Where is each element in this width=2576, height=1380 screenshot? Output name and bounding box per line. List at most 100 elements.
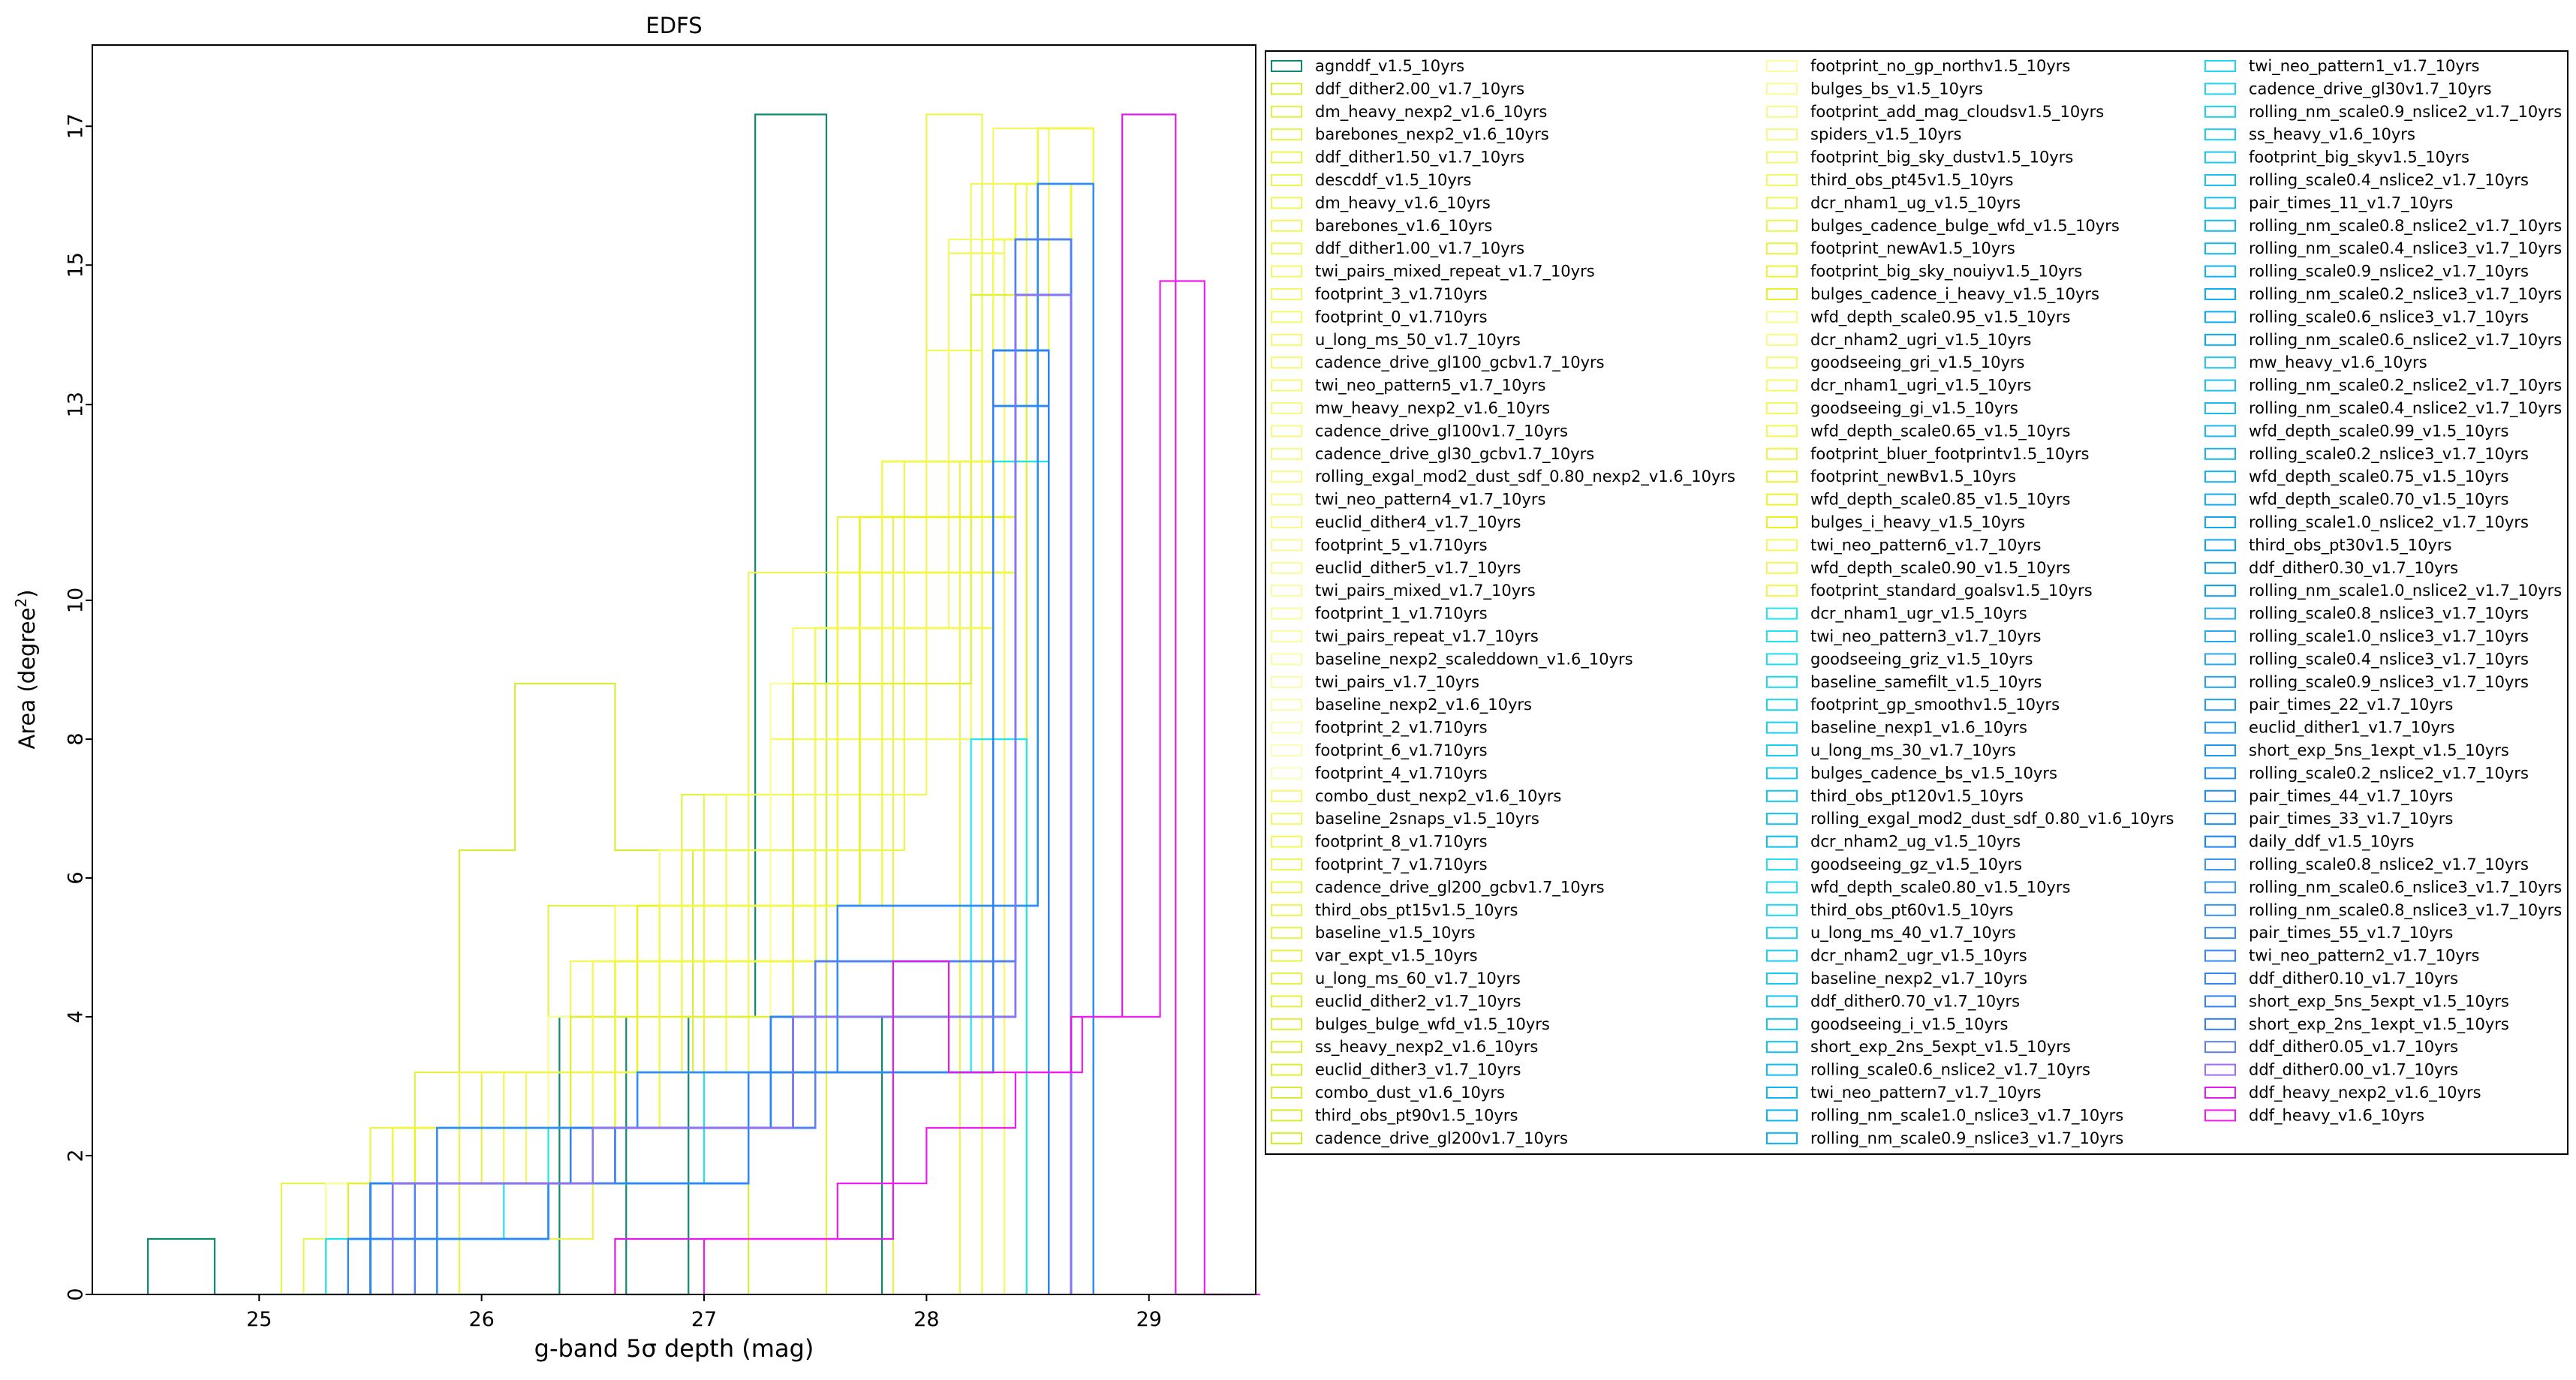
legend-swatch: [2204, 379, 2236, 392]
legend-swatch: [2204, 356, 2236, 369]
legend-label: pair_times_55_v1.7_10yrs: [2249, 924, 2453, 943]
legend-label: combo_dust_nexp2_v1.6_10yrs: [1315, 787, 1561, 806]
legend-label: footprint_1_v1.710yrs: [1315, 605, 1488, 624]
legend-label: mw_heavy_nexp2_v1.6_10yrs: [1315, 399, 1550, 418]
legend-swatch: [1271, 539, 1302, 552]
legend-label: wfd_depth_scale0.90_v1.5_10yrs: [1810, 559, 2070, 578]
legend-label: wfd_depth_scale0.99_v1.5_10yrs: [2249, 422, 2508, 440]
legend-label: third_obs_pt15v1.5_10yrs: [1315, 901, 1518, 920]
legend-swatch: [1766, 402, 1798, 414]
legend-swatch: [1766, 927, 1798, 940]
legend-swatch: [1271, 767, 1302, 780]
legend-swatch: [1766, 174, 1798, 186]
legend-swatch: [1271, 973, 1302, 985]
legend-swatch: [1271, 402, 1302, 414]
legend-label: ddf_dither1.00_v1.7_10yrs: [1315, 239, 1524, 258]
legend-label: euclid_dither5_v1.7_10yrs: [1315, 559, 1521, 578]
legend-label: wfd_depth_scale0.75_v1.5_10yrs: [2249, 468, 2508, 486]
legend-label: baseline_2snaps_v1.5_10yrs: [1315, 810, 1539, 828]
legend-label: wfd_depth_scale0.95_v1.5_10yrs: [1810, 308, 2070, 326]
y-tick-label: 10: [65, 588, 88, 613]
legend-swatch: [2204, 585, 2236, 597]
legend-label: footprint_0_v1.710yrs: [1315, 308, 1488, 326]
legend-swatch: [1271, 425, 1302, 437]
legend-swatch: [1271, 721, 1302, 734]
legend-label: twi_neo_pattern1_v1.7_10yrs: [2249, 57, 2479, 76]
legend-swatch: [1766, 516, 1798, 528]
legend-swatch: [1271, 311, 1302, 323]
legend-swatch: [2204, 447, 2236, 460]
legend-swatch: [1271, 471, 1302, 483]
legend-label: ddf_heavy_v1.6_10yrs: [2249, 1106, 2424, 1125]
legend-label: cadence_drive_gl100v1.7_10yrs: [1315, 422, 1568, 440]
legend-label: footprint_big_sky_nouiyv1.5_10yrs: [1810, 263, 2082, 281]
legend-swatch: [1271, 493, 1302, 506]
x-tick-label: 27: [691, 1308, 717, 1331]
histogram-series: [436, 182, 1094, 1294]
legend-label: goodseeing_gi_v1.5_10yrs: [1810, 399, 2018, 418]
legend-swatch: [2204, 219, 2236, 232]
legend-swatch: [1271, 379, 1302, 392]
legend-label: footprint_6_v1.710yrs: [1315, 741, 1488, 760]
legend-swatch: [1271, 744, 1302, 756]
legend-label: bulges_cadence_bs_v1.5_10yrs: [1810, 764, 2057, 783]
legend-label: third_obs_pt60v1.5_10yrs: [1810, 901, 2013, 920]
legend-label: rolling_nm_scale1.0_nslice2_v1.7_10yrs: [2249, 582, 2562, 600]
legend-swatch: [2204, 311, 2236, 323]
legend-label: rolling_scale1.0_nslice2_v1.7_10yrs: [2249, 513, 2529, 532]
legend-label: third_obs_pt90v1.5_10yrs: [1315, 1106, 1518, 1125]
legend-label: rolling_scale0.2_nslice2_v1.7_10yrs: [2249, 764, 2529, 783]
legend-label: euclid_dither1_v1.7_10yrs: [2249, 719, 2454, 738]
legend-label: ddf_dither0.10_v1.7_10yrs: [2249, 970, 2458, 988]
legend-label: combo_dust_v1.6_10yrs: [1315, 1084, 1505, 1102]
legend-swatch: [2204, 973, 2236, 985]
legend-label: baseline_v1.5_10yrs: [1315, 924, 1476, 943]
x-tick-label: 28: [913, 1308, 939, 1331]
legend-swatch: [2204, 493, 2236, 506]
legend-label: rolling_exgal_mod2_dust_sdf_0.80_v1.6_10…: [1810, 810, 2174, 828]
legend-label: footprint_big_sky_dustv1.5_10yrs: [1810, 149, 2073, 167]
legend-label: short_exp_2ns_5expt_v1.5_10yrs: [1810, 1038, 2071, 1057]
chart-title: EDFS: [646, 13, 702, 38]
y-axis-label-close: ): [14, 590, 40, 598]
legend-swatch: [1271, 174, 1302, 186]
plot-frame: [92, 44, 1256, 1295]
legend-label: dm_heavy_nexp2_v1.6_10yrs: [1315, 103, 1547, 122]
legend-swatch: [2204, 242, 2236, 255]
legend-swatch: [2204, 858, 2236, 870]
legend-swatch: [1271, 927, 1302, 940]
legend-swatch: [1271, 151, 1302, 164]
legend-label: euclid_dither4_v1.7_10yrs: [1315, 513, 1521, 532]
legend-label: rolling_scale0.9_nslice3_v1.7_10yrs: [2249, 673, 2529, 692]
legend-swatch: [1271, 242, 1302, 255]
legend-label: dcr_nham1_ug_v1.5_10yrs: [1810, 194, 2021, 212]
y-tick-label: 6: [65, 871, 88, 884]
y-tick-label: 15: [65, 252, 88, 278]
legend-swatch: [1271, 356, 1302, 369]
legend-swatch: [2204, 333, 2236, 346]
legend-swatch: [1766, 973, 1798, 985]
legend-label: rolling_scale0.8_nslice2_v1.7_10yrs: [2249, 855, 2529, 874]
histogram-series: [703, 280, 1260, 1296]
x-tick-label: 26: [468, 1308, 494, 1331]
legend-swatch: [1271, 585, 1302, 597]
legend-label: baseline_samefilt_v1.5_10yrs: [1810, 673, 2042, 692]
legend-label: twi_pairs_mixed_repeat_v1.7_10yrs: [1315, 263, 1595, 281]
y-axis-label-main: Area (degree: [14, 608, 40, 750]
y-tick-label: 8: [65, 732, 88, 745]
legend-label: short_exp_2ns_1expt_v1.5_10yrs: [2249, 1015, 2509, 1034]
legend-swatch: [1271, 197, 1302, 209]
legend-swatch: [1766, 493, 1798, 506]
legend-label: footprint_add_mag_cloudsv1.5_10yrs: [1810, 103, 2104, 122]
legend-label: footprint_no_gp_northv1.5_10yrs: [1810, 57, 2070, 76]
legend-swatch: [1766, 1109, 1798, 1122]
legend-label: twi_neo_pattern5_v1.7_10yrs: [1315, 377, 1545, 395]
legend-label: rolling_scale0.4_nslice2_v1.7_10yrs: [2249, 171, 2529, 190]
legend-swatch: [1271, 1087, 1302, 1099]
legend-label: pair_times_44_v1.7_10yrs: [2249, 787, 2453, 806]
legend-swatch: [1271, 835, 1302, 848]
legend-swatch: [2204, 630, 2236, 642]
legend-label: goodseeing_griz_v1.5_10yrs: [1810, 650, 2033, 669]
legend-label: u_long_ms_40_v1.7_10yrs: [1810, 924, 2016, 943]
legend-swatch: [2204, 402, 2236, 414]
